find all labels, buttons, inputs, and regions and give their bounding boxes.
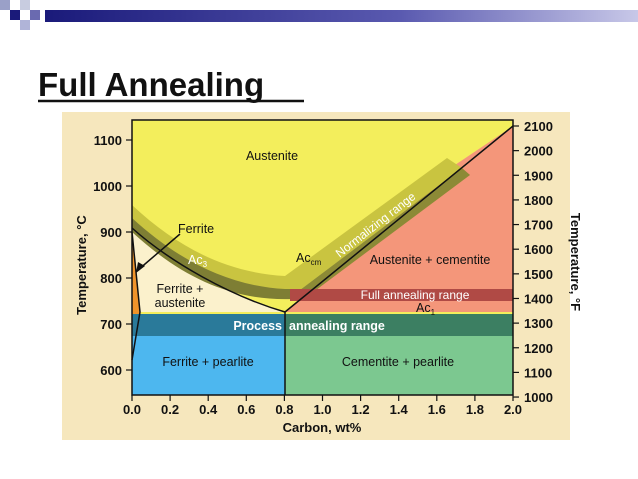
phase-boundary <box>131 125 514 395</box>
y-axis-label: Temperature, °C <box>74 215 89 315</box>
x-tick-label: 1.2 <box>352 402 370 417</box>
process-annealing-band <box>285 314 513 336</box>
line-label-sub: cm <box>311 258 322 267</box>
y-tick-label: 1600 <box>524 242 553 257</box>
line-label-sub: 1 <box>431 308 436 317</box>
region-label: Austenite <box>246 149 298 163</box>
x-tick-label: 0.4 <box>199 402 218 417</box>
normalizing-band-dark <box>132 218 305 300</box>
region-label: Austenite + cementite <box>370 253 491 267</box>
phase-diagram: Austenite Ferrite Ferrite + austenite Au… <box>62 112 583 440</box>
y-tick-label: 1000 <box>93 179 122 194</box>
y-tick-label: 1300 <box>524 316 553 331</box>
region-label: Cementite + pearlite <box>342 355 454 369</box>
full-annealing-band <box>290 289 513 301</box>
y-tick-label: 1000 <box>524 390 553 405</box>
ferrite-austenite-region <box>132 228 285 312</box>
y-tick-label: 1800 <box>524 193 553 208</box>
normalizing-band-edge <box>300 168 470 296</box>
y-tick-label: 600 <box>100 363 122 378</box>
line-label-base: Ac <box>296 251 311 265</box>
y-tick-label: 2100 <box>524 119 553 134</box>
range-label: annealing range <box>289 319 385 333</box>
y-tick-label: 1100 <box>524 365 552 380</box>
y-tick-label: 800 <box>100 271 122 286</box>
x-tick-label: 1.4 <box>390 402 409 417</box>
x-tick-label: 1.6 <box>428 402 446 417</box>
x-tick-label: 0.0 <box>123 402 141 417</box>
y-tick-label: 1900 <box>524 168 553 183</box>
region-label: austenite <box>155 296 206 310</box>
line-label: Accm <box>296 251 322 267</box>
x-tick-label: 0.8 <box>275 402 293 417</box>
y-tick-label: 1500 <box>524 267 553 282</box>
x-tick-label: 2.0 <box>504 402 522 417</box>
line-label-base: Ac <box>188 253 203 267</box>
y-tick-label: 1100 <box>94 133 122 148</box>
process-annealing-band <box>132 314 285 336</box>
x-tick-label: 0.2 <box>161 402 179 417</box>
line-label-base: Ac <box>416 301 431 315</box>
y-tick-label: 1400 <box>524 291 553 306</box>
region-label: Ferrite + <box>157 282 204 296</box>
cementite-pearlite-region <box>285 336 513 395</box>
arrowhead <box>136 262 145 273</box>
x-tick-label: 0.6 <box>237 402 255 417</box>
y-axis-label: Temperature, °F <box>568 213 583 311</box>
slide-title: Full Annealing <box>38 66 264 103</box>
region-label: Ferrite + pearlite <box>162 355 253 369</box>
y-tick-label: 1700 <box>524 218 553 233</box>
arrow <box>137 233 181 271</box>
line-label-sub: 3 <box>203 260 208 269</box>
y-tick-label: 700 <box>100 317 122 332</box>
y-tick-label: 1200 <box>524 341 553 356</box>
header-decoration <box>0 0 638 30</box>
x-axis-label: Carbon, wt% <box>283 420 362 435</box>
y-tick-label: 900 <box>100 225 122 240</box>
region-label: Ferrite <box>178 222 214 236</box>
x-tick-label: 1.8 <box>466 402 484 417</box>
line-label: Ac3 <box>188 253 208 269</box>
y-tick-label: 2000 <box>524 144 553 159</box>
range-label: Full annealing range <box>361 288 470 302</box>
range-label: Process <box>233 319 282 333</box>
normalizing-band <box>132 158 462 291</box>
x-tick-label: 1.0 <box>313 402 331 417</box>
ferrite-pearlite-region <box>132 336 285 395</box>
line-label: Ac1 <box>416 301 436 317</box>
